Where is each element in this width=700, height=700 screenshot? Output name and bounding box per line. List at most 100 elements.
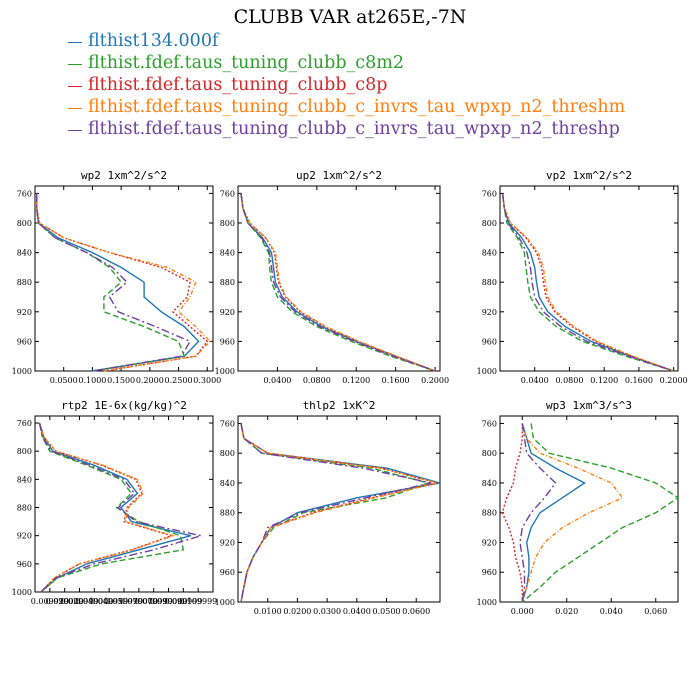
legend-item: flthist.fdef.taus_tuning_clubb_c_invrs_t… (68, 118, 625, 140)
x-tick-label: 0.079999 (135, 597, 173, 606)
x-tick-label: 0.090000 (149, 597, 187, 606)
x-tick-label: 0.2000 (136, 376, 164, 385)
series-line (501, 193, 674, 372)
y-tick-label: 1000 (12, 588, 32, 597)
y-tick-label: 840 (482, 479, 497, 488)
series-line (240, 423, 432, 603)
x-tick-label: 0.099999 (164, 597, 202, 606)
x-tick-label: 0.0200 (283, 607, 311, 616)
series-line (38, 422, 191, 593)
x-tick-label: 0.070000 (120, 597, 158, 606)
legend-item: flthist134.000f (68, 30, 625, 52)
series-line (38, 422, 185, 593)
x-tick-label: 0.0400 (343, 607, 371, 616)
series-line (240, 423, 441, 603)
legend-item: flthist.fdef.taus_tuning_clubb_c8p (68, 74, 625, 96)
y-tick-label: 960 (17, 560, 32, 569)
x-tick-label: 0.020 (555, 607, 578, 616)
y-tick-label: 880 (482, 509, 497, 518)
series-line (521, 423, 680, 603)
subplot-title: vp2 1xm^2/s^2 (546, 169, 632, 182)
series-line (240, 193, 436, 372)
subplot-frame (499, 185, 679, 372)
x-tick-label: 0.040 (600, 607, 623, 616)
x-tick-label: 0.0800 (303, 376, 331, 385)
x-tick-label: 0.059999 (105, 597, 143, 606)
subplot-frame (499, 415, 679, 603)
series-line (501, 193, 674, 372)
series-line (521, 423, 624, 603)
x-tick-label: 0.0500 (50, 376, 78, 385)
y-tick-label: 760 (220, 419, 235, 428)
series-line (36, 193, 186, 372)
x-tick-label: 0.040000 (75, 597, 113, 606)
legend-swatch (68, 41, 82, 43)
y-tick-label: 760 (17, 419, 32, 428)
x-tick-label: 0.1600 (625, 376, 653, 385)
subplot-title: rtp2 1E-6x(kg/kg)^2 (61, 399, 187, 412)
x-tick-label: 0.2000 (421, 376, 449, 385)
y-tick-label: 880 (220, 278, 235, 287)
x-tick-label: 0.1200 (590, 376, 618, 385)
legend-item: flthist.fdef.taus_tuning_clubb_c8m2 (68, 52, 625, 74)
y-tick-label: 920 (482, 308, 497, 317)
x-tick-label: 0.029999 (60, 597, 98, 606)
x-tick-label: 0.009999 (31, 597, 69, 606)
y-tick-label: 1000 (477, 367, 497, 376)
y-tick-label: 840 (17, 475, 32, 484)
subplot-title: thlp2 1xK^2 (303, 399, 376, 412)
y-tick-label: 920 (17, 532, 32, 541)
subplot-frame (34, 185, 214, 372)
y-tick-label: 880 (17, 278, 32, 287)
x-tick-label: 0.109999 (179, 597, 217, 606)
series-line (501, 193, 674, 372)
y-tick-label: 920 (220, 538, 235, 547)
series-line (36, 193, 209, 372)
y-tick-label: 840 (220, 249, 235, 258)
x-tick-label: 0.2000 (660, 376, 688, 385)
legend-label: flthist.fdef.taus_tuning_clubb_c_invrs_t… (88, 97, 626, 117)
x-tick-label: 0.0800 (555, 376, 583, 385)
series-line (38, 422, 176, 593)
x-tick-label: 0.3000 (193, 376, 221, 385)
x-tick-label: 0.0300 (313, 607, 341, 616)
y-tick-label: 920 (482, 538, 497, 547)
legend-swatch (68, 63, 82, 65)
series-line (240, 193, 436, 372)
chart-title: CLUBB VAR at265E,-7N (233, 6, 467, 28)
y-tick-label: 1000 (215, 598, 235, 607)
y-tick-label: 840 (220, 479, 235, 488)
series-line (501, 193, 674, 372)
y-tick-label: 840 (482, 249, 497, 258)
x-tick-label: 0.1500 (107, 376, 135, 385)
y-tick-label: 800 (482, 219, 497, 228)
y-tick-label: 1000 (215, 367, 235, 376)
legend-swatch (68, 129, 82, 131)
y-tick-label: 800 (220, 219, 235, 228)
series-line (501, 193, 674, 372)
x-tick-label: 0.020000 (46, 597, 84, 606)
x-tick-label: 0.1000 (78, 376, 106, 385)
y-tick-label: 960 (220, 568, 235, 577)
legend: flthist134.000f flthist.fdef.taus_tuning… (68, 30, 625, 140)
subplot-frame (237, 415, 441, 603)
series-line (501, 423, 523, 602)
legend-item: flthist.fdef.taus_tuning_clubb_c_invrs_t… (68, 96, 625, 118)
legend-label: flthist.fdef.taus_tuning_clubb_c8m2 (88, 53, 404, 73)
series-line (36, 193, 212, 372)
y-tick-label: 760 (220, 189, 235, 198)
series-line (240, 193, 436, 372)
y-tick-label: 880 (17, 504, 32, 513)
y-tick-label: 840 (17, 249, 32, 258)
y-tick-label: 960 (220, 337, 235, 346)
y-tick-label: 960 (482, 337, 497, 346)
y-tick-label: 760 (17, 189, 32, 198)
y-tick-label: 760 (482, 189, 497, 198)
series-line (240, 193, 436, 372)
x-tick-label: 0.060 (644, 607, 667, 616)
y-tick-label: 920 (17, 308, 32, 317)
x-tick-label: 0.0400 (521, 376, 549, 385)
series-line (38, 422, 174, 593)
legend-label: flthist.fdef.taus_tuning_clubb_c8p (88, 75, 388, 95)
